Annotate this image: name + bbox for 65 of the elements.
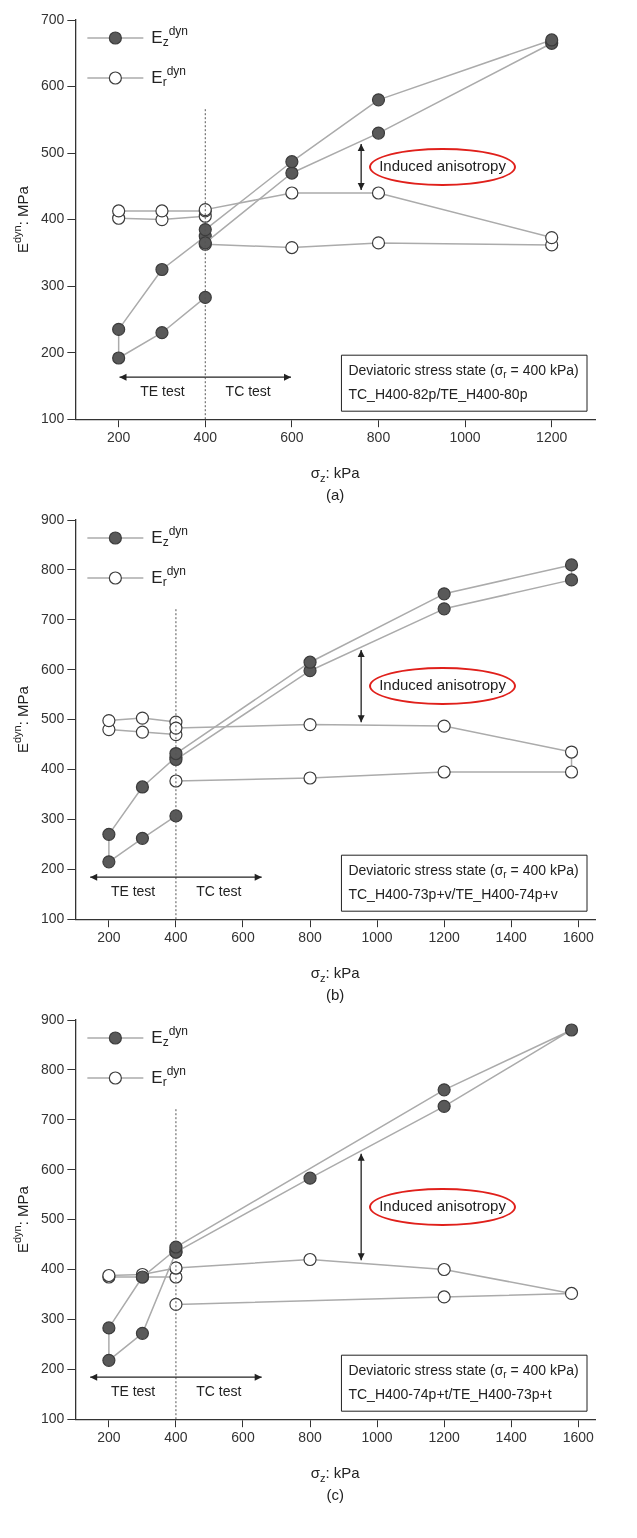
x-tick-label: 800	[366, 429, 391, 446]
y-tick-label: 700	[41, 1110, 65, 1127]
y-tick-label: 200	[41, 1360, 65, 1377]
y-tick-label: 500	[41, 710, 65, 727]
x-tick-label: 1000	[361, 929, 393, 946]
x-tick-label: 1200	[428, 1429, 460, 1446]
x-tick-label: 1600	[562, 929, 595, 946]
annotation: TC test	[225, 383, 271, 400]
annotation: Induced anisotropy	[379, 676, 507, 694]
annotation: TE test	[110, 883, 156, 900]
x-tick-label: 1200	[536, 429, 568, 446]
y-tick-label: 300	[41, 1310, 65, 1327]
x-tick-label: 800	[298, 1429, 322, 1446]
x-tick-label: 400	[193, 429, 218, 446]
annotation: TC_H400-74p+t/TE_H400-73p+t	[348, 1386, 552, 1403]
y-tick-label: 400	[41, 760, 65, 777]
y-axis-title: Edyn: MPa	[11, 685, 32, 754]
x-tick-label: 400	[164, 1429, 188, 1446]
y-tick-label: 900	[41, 1010, 65, 1027]
y-tick-label: 800	[41, 1060, 65, 1077]
y-tick-label: 300	[41, 810, 65, 827]
x-tick-label: 800	[298, 929, 322, 946]
annotation: TC_H400-73p+v/TE_H400-74p+v	[348, 886, 558, 903]
y-tick-label: 300	[41, 276, 65, 293]
x-tick-label: 1000	[449, 429, 481, 446]
y-tick-label: 700	[41, 610, 65, 627]
y-tick-label: 100	[41, 410, 65, 427]
y-tick-label: 200	[41, 860, 65, 877]
y-tick-label: 600	[41, 1160, 65, 1177]
x-tick-label: 600	[280, 429, 304, 446]
text: (c)	[326, 1486, 344, 1504]
y-tick-label: 600	[41, 77, 65, 94]
y-tick-label: 200	[41, 343, 65, 360]
y-tick-label: 600	[41, 660, 65, 677]
y-axis-title: Edyn: MPa	[11, 1185, 32, 1254]
y-tick-label: 400	[41, 210, 65, 227]
y-tick-label: 900	[41, 510, 65, 527]
y-tick-label: 800	[41, 560, 65, 577]
x-tick-label: 200	[97, 929, 121, 946]
x-tick-label: 200	[97, 1429, 121, 1446]
y-tick-label: 400	[41, 1260, 65, 1277]
x-tick-label: 1600	[562, 1429, 595, 1446]
y-tick-label: 700	[41, 10, 65, 27]
annotation: Induced anisotropy	[379, 1197, 507, 1215]
annotation: TC test	[196, 883, 242, 900]
annotation: TC test	[196, 1383, 242, 1400]
annotation: TC_H400-82p/TE_H400-80p	[348, 386, 528, 403]
x-tick-label: 600	[231, 1429, 255, 1446]
text: (a)	[326, 486, 345, 504]
annotation: Induced anisotropy	[379, 157, 507, 175]
x-tick-label: 600	[231, 929, 255, 946]
x-tick-label: 1400	[495, 1429, 527, 1446]
x-tick-label: 1400	[495, 929, 527, 946]
x-tick-label: 1200	[428, 929, 460, 946]
x-tick-label: 200	[106, 429, 131, 446]
annotation: TE test	[140, 383, 185, 400]
y-tick-label: 100	[41, 910, 65, 927]
y-tick-label: 500	[41, 143, 65, 160]
annotation: TE test	[110, 1383, 156, 1400]
text: (b)	[326, 986, 345, 1004]
y-tick-label: 100	[41, 1410, 65, 1427]
x-tick-label: 400	[164, 929, 188, 946]
y-axis-title: Edyn: MPa	[11, 185, 32, 254]
y-tick-label: 500	[41, 1210, 65, 1227]
x-tick-label: 1000	[361, 1429, 393, 1446]
